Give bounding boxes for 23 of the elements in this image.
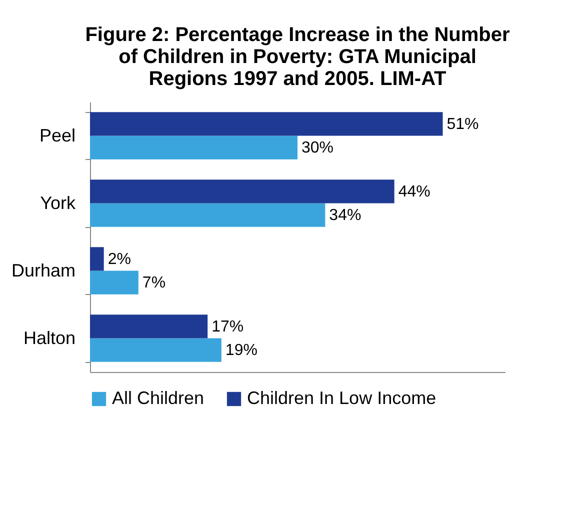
bar: [90, 112, 443, 136]
bar: [90, 314, 208, 338]
chart-title: Figure 2: Percentage Increase in the Number of Children in Poverty: GTA Municipal Regions 1997 and 2005. LIM-AT: [85, 24, 510, 90]
bar: [90, 338, 222, 362]
data-label: 44%: [398, 183, 430, 200]
y-tick-label: Peel: [39, 125, 76, 146]
data-label: 34%: [329, 207, 362, 224]
bar: [90, 136, 298, 160]
y-tick-label: York: [40, 192, 76, 213]
data-label: 30%: [302, 140, 334, 157]
bar: [90, 270, 138, 294]
data-label: 7%: [142, 274, 166, 292]
data-label: 51%: [446, 116, 479, 133]
y-tick-label: Halton: [23, 328, 76, 348]
data-label: 2%: [108, 250, 131, 268]
data-label: 19%: [225, 342, 258, 360]
legend-label: All Children: [112, 388, 204, 408]
legend-label: Children In Low Income: [247, 388, 436, 408]
bar: [90, 203, 326, 227]
y-tick-label: Durham: [11, 260, 76, 280]
bar: [90, 247, 104, 271]
bar: [90, 180, 394, 204]
data-label: 17%: [212, 318, 244, 336]
